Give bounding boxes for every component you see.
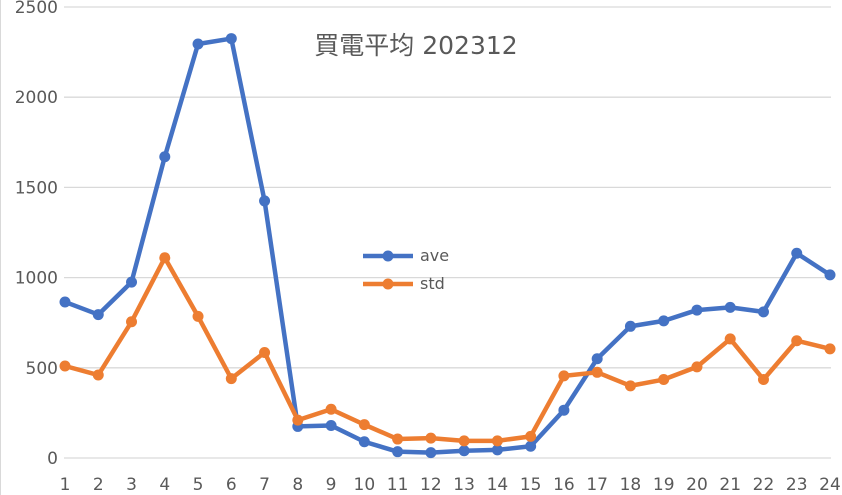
y-tick-label: 0	[47, 449, 58, 469]
data-point-marker	[392, 446, 404, 458]
data-point-marker	[791, 335, 803, 347]
x-tick-label: 4	[159, 475, 170, 495]
data-point-marker	[259, 346, 271, 358]
x-tick-label: 7	[259, 475, 270, 495]
data-point-marker	[491, 435, 503, 447]
legend-label: ave	[420, 246, 449, 265]
data-point-marker	[425, 447, 437, 459]
x-tick-label: 13	[453, 475, 475, 495]
x-tick-label: 1	[60, 475, 71, 495]
legend: ave std	[363, 246, 449, 293]
y-tick-label: 1500	[15, 178, 58, 198]
y-tick-label: 2000	[15, 88, 58, 108]
x-tick-label: 12	[420, 475, 442, 495]
data-point-marker	[159, 151, 171, 163]
y-tick-label: 500	[26, 359, 58, 379]
x-axis-ticks: 1 2 3 4 5 6 7 8 9 10 11 12 13 14 15 16 17 18 19 20 21 22 23 24	[60, 475, 841, 495]
data-point-marker	[558, 404, 570, 416]
x-tick-label: 19	[653, 475, 675, 495]
data-point-marker	[358, 419, 370, 431]
series-line	[62, 255, 833, 444]
series-std	[59, 252, 836, 447]
data-point-marker	[192, 38, 204, 50]
data-point-marker	[757, 374, 769, 386]
data-point-marker	[325, 403, 337, 415]
legend-item-std: std	[363, 274, 445, 293]
x-tick-label: 2	[93, 475, 104, 495]
data-point-marker	[259, 195, 271, 207]
legend-marker-icon	[382, 250, 394, 262]
data-point-marker	[292, 414, 304, 426]
data-point-marker	[358, 436, 370, 448]
y-tick-label: 1000	[15, 269, 58, 289]
x-tick-label: 21	[719, 475, 741, 495]
x-tick-label: 22	[753, 475, 775, 495]
gridlines	[64, 6, 831, 459]
data-point-marker	[624, 380, 636, 392]
x-tick-label: 9	[326, 475, 337, 495]
legend-label: std	[420, 274, 445, 293]
x-tick-label: 6	[226, 475, 237, 495]
data-point-marker	[92, 309, 104, 321]
x-tick-label: 20	[686, 475, 708, 495]
series-ave	[59, 33, 836, 459]
x-tick-label: 17	[586, 475, 608, 495]
legend-marker-icon	[382, 278, 394, 290]
data-point-marker	[757, 306, 769, 318]
x-tick-label: 14	[487, 475, 509, 495]
x-tick-label: 15	[520, 475, 542, 495]
x-tick-label: 18	[620, 475, 642, 495]
data-point-marker	[59, 360, 71, 372]
data-point-marker	[724, 301, 736, 313]
y-tick-label: 2500	[15, 0, 58, 18]
x-tick-label: 16	[553, 475, 575, 495]
data-point-marker	[458, 445, 470, 457]
data-point-marker	[425, 432, 437, 444]
data-point-marker	[824, 269, 836, 281]
data-point-marker	[159, 252, 171, 264]
data-point-marker	[658, 315, 670, 327]
data-point-marker	[392, 433, 404, 445]
x-tick-label: 24	[819, 475, 841, 495]
series-line	[62, 36, 833, 455]
data-point-marker	[92, 369, 104, 381]
y-axis-ticks: 0 500 1000 1500 2000 2500	[15, 0, 58, 469]
data-point-marker	[824, 343, 836, 355]
data-point-marker	[126, 276, 138, 288]
data-point-marker	[525, 430, 537, 442]
data-point-marker	[558, 370, 570, 382]
data-point-marker	[624, 320, 636, 332]
data-point-marker	[126, 316, 138, 328]
data-point-marker	[525, 440, 537, 452]
x-tick-label: 11	[387, 475, 409, 495]
data-point-marker	[658, 374, 670, 386]
data-point-marker	[491, 444, 503, 456]
x-tick-label: 5	[193, 475, 204, 495]
data-point-marker	[458, 435, 470, 447]
data-point-marker	[724, 333, 736, 345]
data-point-marker	[691, 304, 703, 316]
data-point-marker	[59, 296, 71, 308]
x-tick-label: 8	[292, 475, 303, 495]
data-point-marker	[591, 353, 603, 365]
x-tick-label: 23	[786, 475, 808, 495]
data-point-marker	[325, 420, 337, 432]
x-tick-label: 10	[354, 475, 376, 495]
series-lines	[59, 33, 836, 459]
x-tick-label: 3	[126, 475, 137, 495]
data-point-marker	[791, 247, 803, 259]
chart-title: 買電平均 202312	[314, 31, 517, 60]
data-point-marker	[591, 366, 603, 378]
data-point-marker	[691, 361, 703, 373]
data-point-marker	[192, 310, 204, 322]
legend-item-ave: ave	[363, 246, 449, 265]
data-point-marker	[225, 33, 237, 45]
data-point-marker	[225, 373, 237, 385]
